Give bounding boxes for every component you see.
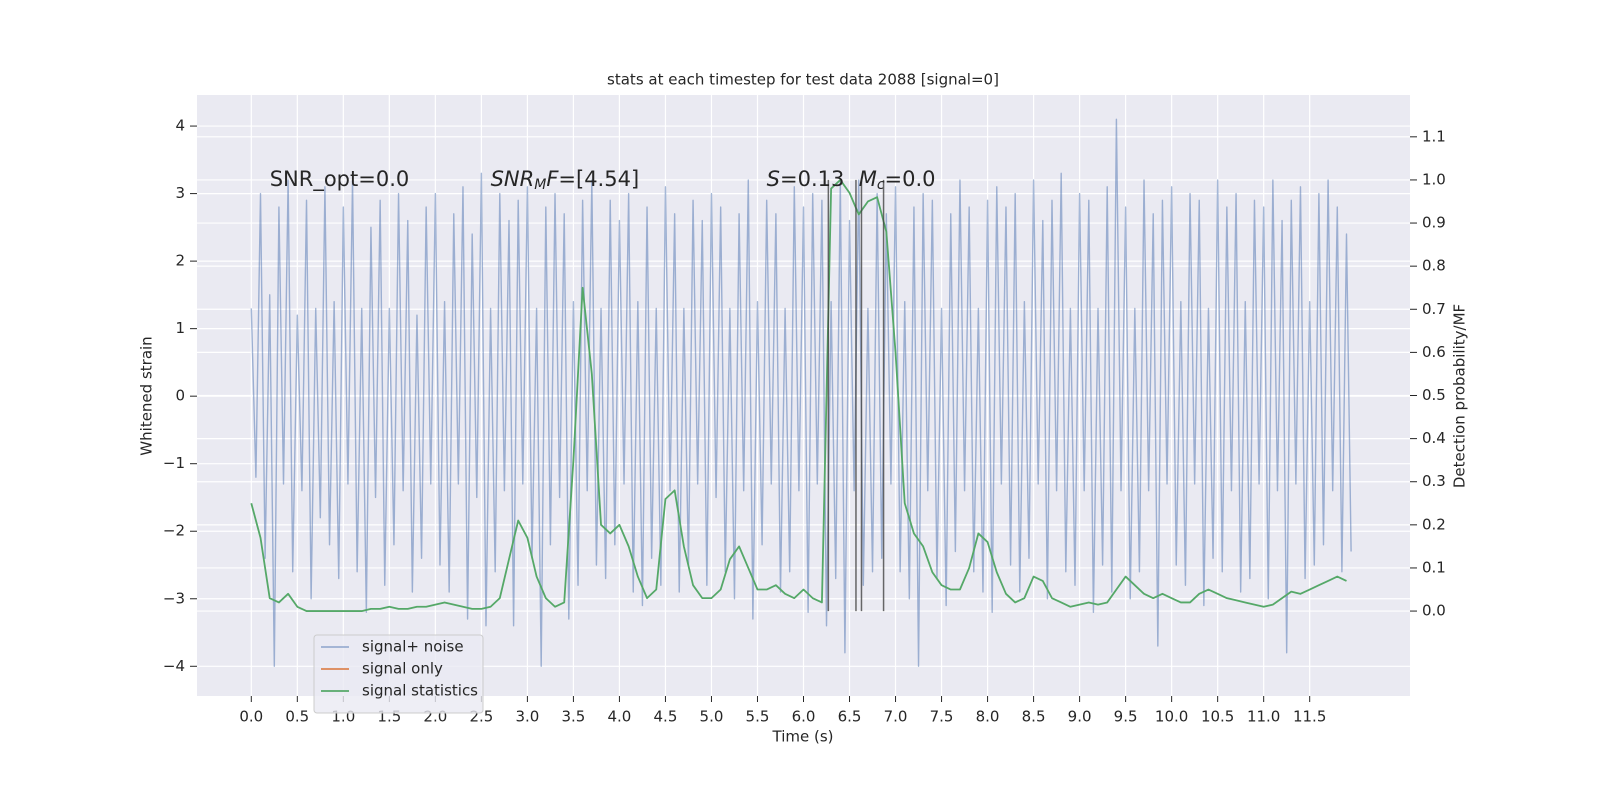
y2-tick-label: 1.1 bbox=[1422, 127, 1446, 145]
annotation-part: =0.13 bbox=[780, 167, 844, 191]
y2-tick-label: 0.3 bbox=[1422, 472, 1446, 490]
x-tick-label: 9.5 bbox=[1114, 708, 1138, 726]
y-tick-label: −2 bbox=[163, 522, 185, 540]
x-tick-label: 6.5 bbox=[838, 708, 862, 726]
x-tick-label: 3.0 bbox=[515, 708, 539, 726]
y-axis-label: Whitened strain bbox=[138, 336, 156, 455]
annotation: SNRMF=[4.54] bbox=[491, 167, 640, 193]
x-tick-label: 4.0 bbox=[608, 708, 632, 726]
legend-label: signal statistics bbox=[362, 682, 478, 700]
y2-tick-label: 0.7 bbox=[1422, 300, 1446, 318]
series-line bbox=[250, 179, 1347, 612]
y-tick-label: 0 bbox=[175, 387, 185, 405]
legend-box bbox=[313, 634, 484, 714]
legend-label: signal+ noise bbox=[362, 638, 464, 656]
annotation-part: =[4.54] bbox=[558, 167, 639, 191]
x-tick-label: 5.0 bbox=[700, 708, 724, 726]
y-tick-label: 3 bbox=[175, 184, 185, 202]
x-tick-label: 10.0 bbox=[1155, 708, 1188, 726]
x-axis-label: Time (s) bbox=[772, 728, 834, 746]
x-tick-label: 5.5 bbox=[746, 708, 770, 726]
y-tick-label: −4 bbox=[163, 657, 185, 675]
x-tick-label: 11.0 bbox=[1247, 708, 1280, 726]
x-tick-label: 9.0 bbox=[1068, 708, 1092, 726]
legend-label: signal only bbox=[362, 660, 443, 678]
y2-tick-label: 0.0 bbox=[1422, 602, 1446, 620]
x-tick-label: 7.5 bbox=[930, 708, 954, 726]
y2-tick-label: 0.2 bbox=[1422, 515, 1446, 533]
y-tick-label: −1 bbox=[163, 454, 185, 472]
y2-tick-label: 1.0 bbox=[1422, 170, 1446, 188]
annotation-part: SNR bbox=[491, 167, 535, 191]
x-tick-label: 6.0 bbox=[792, 708, 816, 726]
y2-tick-label: 0.1 bbox=[1422, 558, 1446, 576]
x-tick-label: 8.0 bbox=[976, 708, 1000, 726]
annotation-part: c bbox=[877, 177, 885, 193]
series-line bbox=[250, 118, 1352, 667]
y-tick-label: 4 bbox=[175, 117, 185, 135]
x-tick-label: 11.5 bbox=[1293, 708, 1326, 726]
annotation-part: SNR_opt=0.0 bbox=[270, 167, 410, 192]
y2-axis-label: Detection probability/MF bbox=[1451, 304, 1469, 488]
y-tick-label: 2 bbox=[175, 252, 185, 270]
annotation: SNR_opt=0.0 bbox=[270, 167, 410, 192]
x-tick-label: 0.0 bbox=[239, 708, 263, 726]
y2-tick-label: 0.5 bbox=[1422, 386, 1446, 404]
y2-tick-label: 0.9 bbox=[1422, 214, 1446, 232]
y-tick-label: −3 bbox=[163, 589, 185, 607]
x-tick-label: 10.5 bbox=[1201, 708, 1234, 726]
annotation: S=0.13 bbox=[767, 167, 845, 191]
annotation: Mc=0.0 bbox=[859, 167, 936, 193]
annotation-part: M bbox=[859, 167, 877, 191]
annotation-part: M bbox=[534, 177, 546, 193]
y2-tick-label: 0.6 bbox=[1422, 343, 1446, 361]
y-tick-label: 1 bbox=[175, 319, 185, 337]
x-tick-label: 3.5 bbox=[561, 708, 585, 726]
annotation-part: =0.0 bbox=[885, 167, 936, 191]
y2-tick-label: 0.4 bbox=[1422, 429, 1446, 447]
chart-title: stats at each timestep for test data 208… bbox=[607, 71, 999, 89]
x-tick-label: 4.5 bbox=[654, 708, 678, 726]
annotation-part: F bbox=[546, 167, 559, 191]
x-tick-label: 8.5 bbox=[1022, 708, 1046, 726]
y2-tick-label: 0.8 bbox=[1422, 257, 1446, 275]
x-tick-label: 0.5 bbox=[285, 708, 309, 726]
x-tick-label: 7.0 bbox=[884, 708, 908, 726]
annotation-part: S bbox=[767, 167, 780, 191]
